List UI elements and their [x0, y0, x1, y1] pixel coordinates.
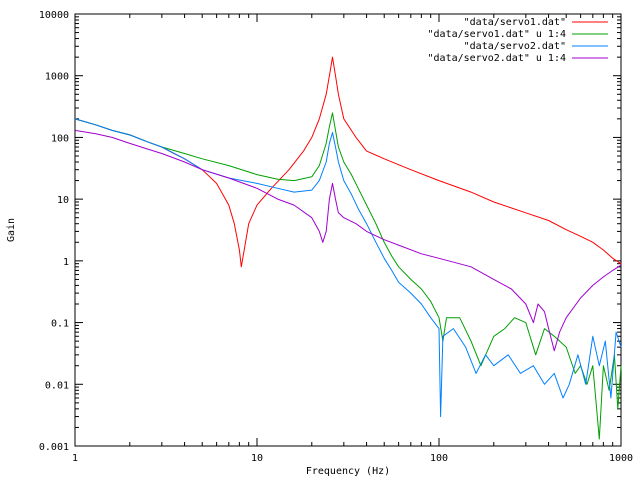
x-tick-label: 1 — [72, 453, 78, 464]
legend-label: "data/servo2.dat" u 1:4 — [428, 53, 566, 64]
y-tick-label: 10000 — [39, 10, 69, 21]
legend-label: "data/servo1.dat" u 1:4 — [428, 29, 566, 40]
plot-frame — [74, 13, 622, 447]
y-tick-label: 100 — [51, 133, 69, 144]
axis-ticks: 0.001 0.01 0.1 1 10 100 1000 10000 1 10 100 1000 — [39, 10, 633, 464]
x-axis-label: Frequency (Hz) — [306, 466, 390, 477]
legend-label: "data/servo2.dat" — [464, 41, 566, 52]
y-axis-label: Gain — [6, 218, 17, 242]
legend: "data/servo1.dat""data/servo1.dat" u 1:4… — [428, 17, 608, 64]
series-line-1 — [74, 56, 622, 268]
y-tick-label: 0.01 — [45, 380, 69, 391]
y-tick-label: 10 — [57, 195, 69, 206]
series-line-3 — [74, 118, 622, 418]
series-layer — [74, 56, 622, 440]
y-tick-label: 0.1 — [51, 319, 69, 330]
x-tick-label: 100 — [430, 453, 448, 464]
x-tick-label: 1000 — [609, 453, 633, 464]
series-line-4 — [74, 129, 622, 352]
y-tick-label: 0.001 — [39, 442, 69, 453]
legend-label: "data/servo1.dat" — [464, 17, 566, 28]
x-tick-label: 10 — [251, 453, 263, 464]
y-tick-label: 1000 — [45, 72, 69, 83]
series-line-2 — [74, 112, 622, 440]
y-tick-label: 1 — [63, 257, 69, 268]
